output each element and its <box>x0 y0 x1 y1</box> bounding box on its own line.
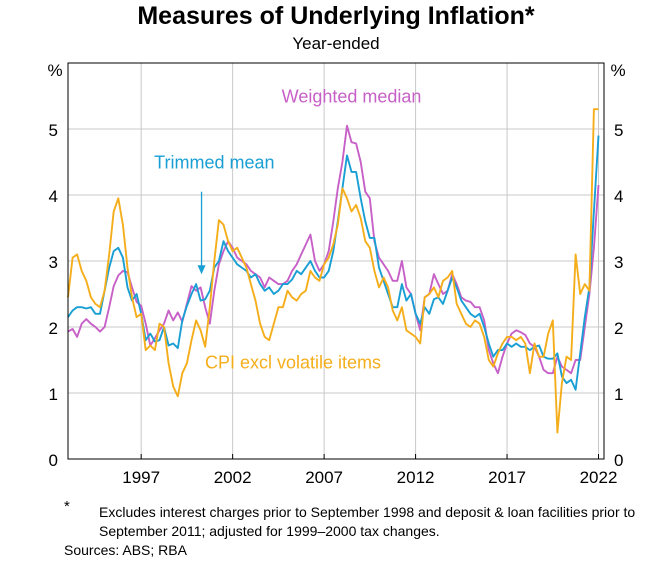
series-annotation: CPI excl volatile items <box>205 353 381 373</box>
plot-border <box>67 62 605 460</box>
y-tick-label-left: 4 <box>49 187 58 206</box>
y-tick-label-left: 3 <box>49 253 58 272</box>
series-annotation: Trimmed mean <box>154 153 274 173</box>
x-tick-label: 1997 <box>122 468 160 487</box>
y-tick-label-right: 2 <box>614 319 623 338</box>
plot-frame <box>67 62 605 460</box>
y-unit-left: % <box>47 61 62 80</box>
x-tick-label: 2007 <box>305 468 343 487</box>
y-tick-label-left: 5 <box>49 121 58 140</box>
series-annotations: Weighted median Trimmed mean CPI excl vola… <box>154 87 421 373</box>
chart-subtitle: Year-ended <box>292 34 380 53</box>
line-chart: 0 0 1 1 2 2 3 3 4 4 5 5 1997 2002 2007 2012 2017 2022%% W… <box>47 61 625 487</box>
series-annotation: Weighted median <box>282 87 422 107</box>
x-tick-label: 2022 <box>580 468 618 487</box>
y-tick-label-right: 4 <box>614 187 623 206</box>
y-tick-label-right: 0 <box>614 451 623 470</box>
y-unit-right: % <box>610 61 625 80</box>
y-tick-label-left: 2 <box>49 319 58 338</box>
y-tick-label-right: 5 <box>614 121 623 140</box>
y-tick-label-right: 3 <box>614 253 623 272</box>
x-tick-label: 2017 <box>488 468 526 487</box>
series-line-trimmed-mean <box>67 135 600 391</box>
y-tick-label-left: 1 <box>49 385 58 404</box>
annotation-arrow-head <box>197 265 206 275</box>
axis-labels: 0 0 1 1 2 2 3 3 4 4 5 5 1997 2002 2007 2012 2017 2022%% <box>47 61 625 487</box>
y-tick-label-left: 0 <box>49 451 58 470</box>
series-line-cpi-excl-volatile-items <box>67 108 599 434</box>
x-tick-label: 2012 <box>397 468 435 487</box>
y-tick-label-right: 1 <box>614 385 623 404</box>
x-tick-label: 2002 <box>214 468 252 487</box>
chart-title: Measures of Underlying Inflation* <box>137 2 535 30</box>
series-lines <box>67 108 600 434</box>
footnote-marker: * <box>64 498 70 515</box>
sources-note: Sources: ABS; RBA <box>64 542 187 558</box>
footnote-text: Excludes interest charges prior to Septe… <box>99 504 636 539</box>
grid-lines <box>68 63 604 459</box>
